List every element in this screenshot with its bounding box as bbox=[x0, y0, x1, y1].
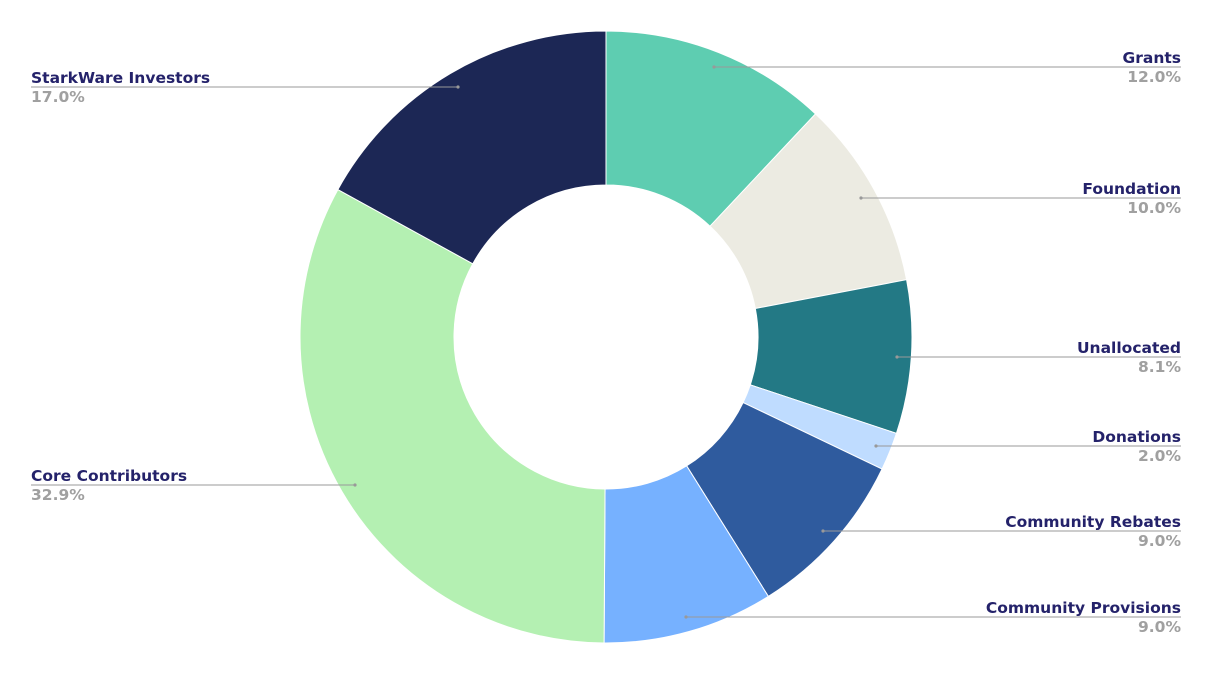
percent-starkware-investors: 17.0% bbox=[31, 88, 85, 106]
percent-foundation: 10.0% bbox=[1127, 199, 1181, 217]
label-community-provisions: Community Provisions bbox=[986, 599, 1181, 617]
leader-dot-donations bbox=[874, 444, 878, 448]
label-starkware-investors: StarkWare Investors bbox=[31, 69, 210, 87]
label-community-rebates: Community Rebates bbox=[1005, 513, 1181, 531]
leader-dot-grants bbox=[712, 65, 716, 69]
percent-grants: 12.0% bbox=[1127, 68, 1181, 86]
leader-dot-community-rebates bbox=[821, 529, 825, 533]
leader-dot-community-provisions bbox=[684, 615, 688, 619]
leader-dot-foundation bbox=[859, 196, 863, 200]
slice-starkware-investors[interactable] bbox=[337, 30, 607, 265]
leader-dot-starkware-investors bbox=[456, 85, 460, 89]
label-grants: Grants bbox=[1123, 49, 1182, 67]
percent-core-contributors: 32.9% bbox=[31, 486, 85, 504]
percent-community-rebates: 9.0% bbox=[1138, 532, 1181, 550]
percent-community-provisions: 9.0% bbox=[1138, 618, 1181, 636]
label-unallocated: Unallocated bbox=[1077, 339, 1181, 357]
label-foundation: Foundation bbox=[1082, 180, 1181, 198]
percent-unallocated: 8.1% bbox=[1138, 358, 1181, 376]
label-core-contributors: Core Contributors bbox=[31, 467, 187, 485]
slice-core-contributors[interactable] bbox=[299, 188, 606, 644]
label-donations: Donations bbox=[1092, 428, 1181, 446]
leader-dot-core-contributors bbox=[353, 483, 357, 487]
percent-donations: 2.0% bbox=[1138, 447, 1181, 465]
leader-dot-unallocated bbox=[895, 355, 899, 359]
